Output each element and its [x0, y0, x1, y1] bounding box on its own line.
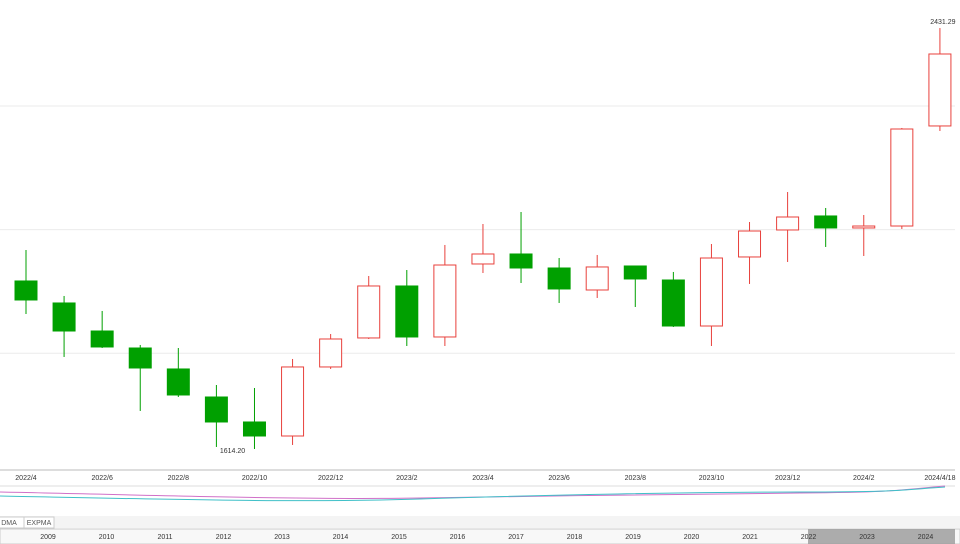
candle-body [471, 253, 495, 265]
navigator-window[interactable] [808, 529, 955, 544]
navigator-label: 2024 [918, 534, 934, 541]
candle-body [128, 347, 152, 369]
x-tick-label: 2024/4/18 [924, 475, 955, 482]
navigator-label: 2016 [450, 534, 466, 541]
navigator-label: 2018 [567, 534, 583, 541]
candle-body [814, 215, 838, 229]
candle-body [928, 53, 952, 127]
candle-body [509, 253, 533, 269]
candle-body [852, 225, 876, 229]
navigator-label: 2019 [625, 534, 641, 541]
navigator-label: 2014 [333, 534, 349, 541]
candle-body [395, 285, 419, 338]
navigator [0, 528, 960, 544]
indicator-tab-label: EXPMA [27, 520, 52, 527]
indicator-tab-label: DMA [1, 520, 17, 527]
x-tick-label: 2023/6 [548, 475, 570, 482]
navigator-label: 2021 [742, 534, 758, 541]
candle-body [166, 368, 190, 396]
candle-body [699, 257, 723, 327]
tab-bar [0, 516, 960, 528]
x-tick-label: 2022/10 [242, 475, 267, 482]
x-tick-label: 2022/8 [168, 475, 190, 482]
candle-body [281, 366, 305, 437]
x-tick-label: 2022/4 [15, 475, 37, 482]
navigator-label: 2015 [391, 534, 407, 541]
x-tick-label: 2023/12 [775, 475, 800, 482]
navigator-label: 2020 [684, 534, 700, 541]
candle-body [52, 302, 76, 332]
x-tick-label: 2022/12 [318, 475, 343, 482]
candle-body [661, 279, 685, 327]
candle-body [623, 265, 647, 280]
candle-body [357, 285, 381, 339]
navigator-label: 2022 [801, 534, 817, 541]
x-tick-label: 2023/10 [699, 475, 724, 482]
navigator-label: 2023 [859, 534, 875, 541]
navigator-label: 2010 [99, 534, 115, 541]
candle-body [738, 230, 762, 258]
candle-body [433, 264, 457, 338]
candle-body [547, 267, 571, 290]
navigator-label: 2013 [274, 534, 290, 541]
navigator-label: 2009 [40, 534, 56, 541]
candle-body [890, 128, 914, 227]
x-tick-label: 2023/4 [472, 475, 494, 482]
navigator-label: 2011 [157, 534, 172, 541]
navigator-label: 2012 [216, 534, 232, 541]
candle-body [585, 266, 609, 291]
x-tick-label: 2022/6 [91, 475, 113, 482]
x-tick-label: 2023/8 [625, 475, 647, 482]
x-tick-label: 2023/2 [396, 475, 418, 482]
indicator-line [0, 486, 946, 502]
candle-body [319, 338, 343, 368]
annotation: 1614.20 [220, 448, 245, 455]
candle-body [14, 280, 38, 301]
candle-body [242, 421, 266, 437]
candle-body [90, 330, 114, 348]
indicator-tab[interactable] [23, 516, 55, 529]
annotation: 2431.29 [930, 19, 955, 26]
candle-body [776, 216, 800, 231]
candle-body [204, 396, 228, 423]
x-tick-label: 2024/2 [853, 475, 875, 482]
navigator-label: 2017 [508, 534, 524, 541]
